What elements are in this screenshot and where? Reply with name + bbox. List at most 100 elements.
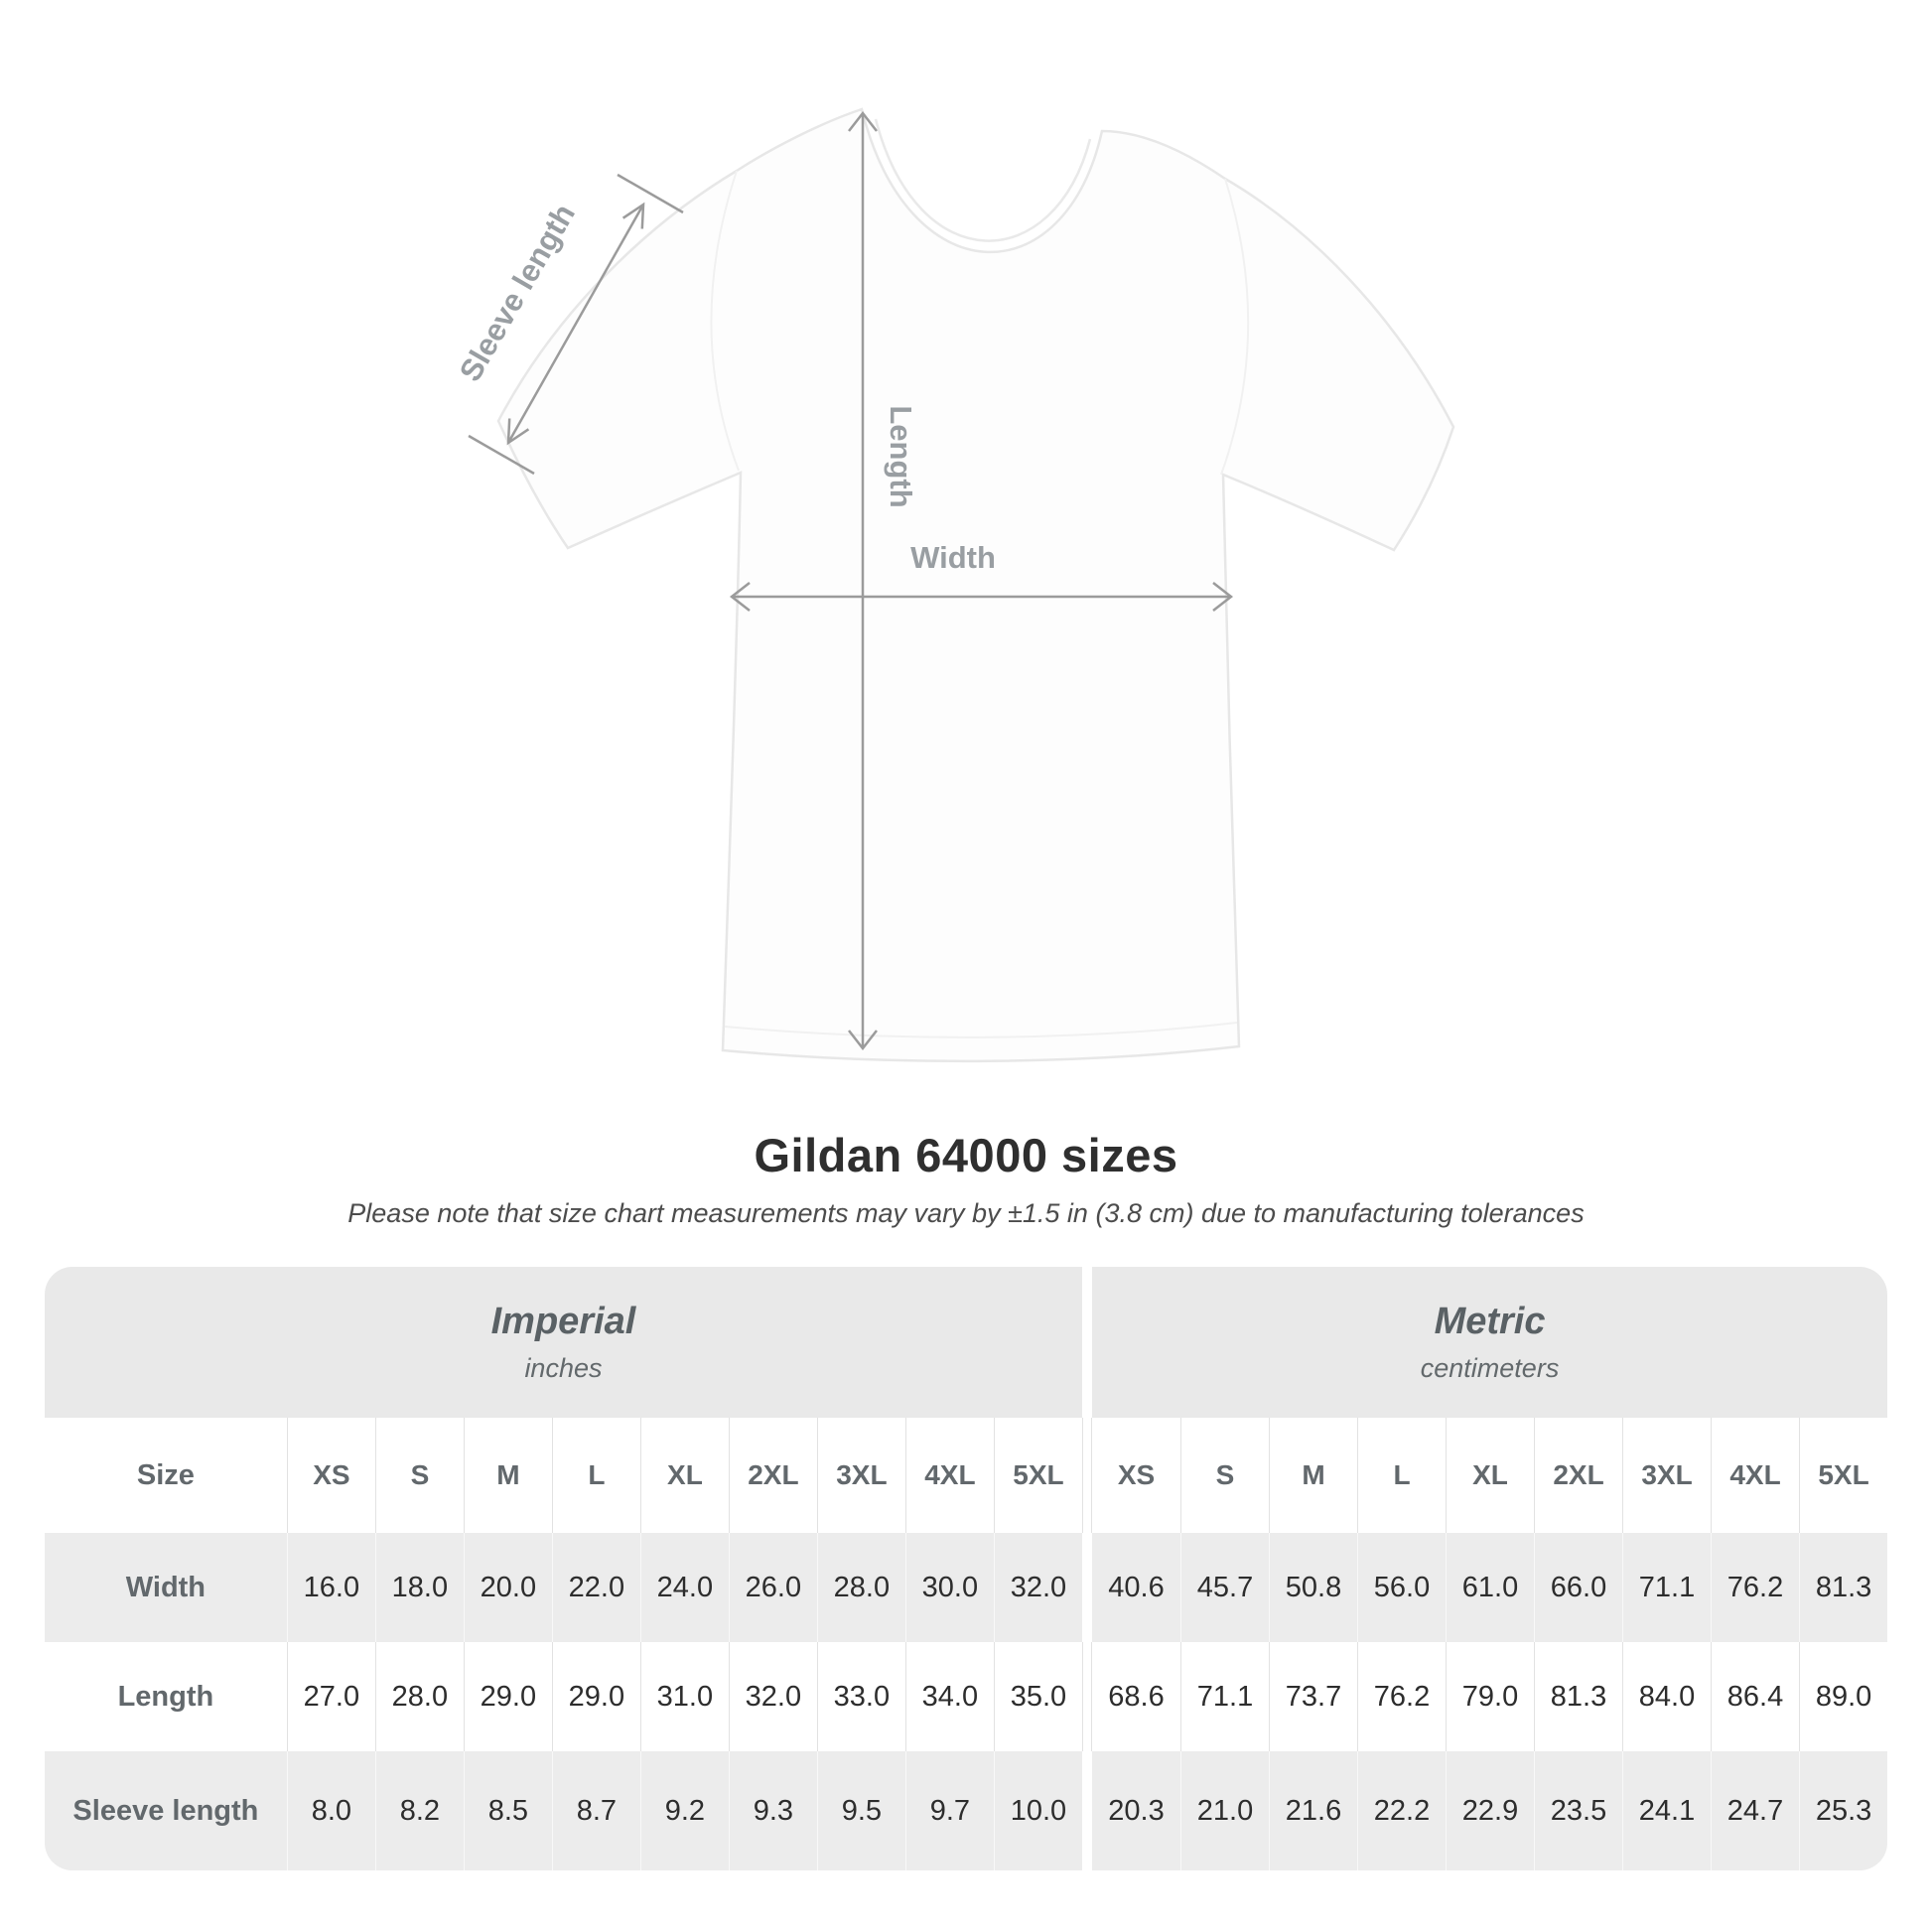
value-cell: 28.0: [816, 1533, 905, 1642]
unit-header-divider: [1082, 1267, 1093, 1418]
value-cell: 20.0: [463, 1533, 552, 1642]
value-cell: 8.7: [551, 1751, 640, 1870]
value-cell: 23.5: [1534, 1751, 1623, 1870]
value-cell: 22.9: [1446, 1751, 1535, 1870]
value-cell: 9.2: [639, 1751, 729, 1870]
table-row: Sleeve length 8.0 8.2 8.5 8.7 9.2 9.3 9.5 9.7 10.…: [44, 1751, 1888, 1870]
size-header-row: Size XS S M L XL 2XL 3XL 4XL 5XL XS S M L XL 2XL 3XL 4XL…: [44, 1418, 1888, 1533]
value-cell: 33.0: [816, 1642, 905, 1751]
unit-title-imperial: Imperial: [490, 1301, 636, 1342]
size-col-header: L: [551, 1418, 640, 1533]
size-col-header: 5XL: [993, 1418, 1083, 1533]
value-cell: 29.0: [551, 1642, 640, 1751]
value-cell: 45.7: [1180, 1533, 1270, 1642]
size-col-header: 2XL: [728, 1418, 817, 1533]
group-divider: [1082, 1418, 1093, 1533]
unit-header-row: Imperial inches Metric centimeters: [44, 1267, 1888, 1418]
size-col-header: XL: [1446, 1418, 1535, 1533]
value-cell: 81.3: [1799, 1533, 1888, 1642]
value-cell: 8.5: [463, 1751, 552, 1870]
size-col-header: M: [463, 1418, 552, 1533]
value-cell: 22.2: [1357, 1751, 1447, 1870]
value-cell: 89.0: [1799, 1642, 1887, 1751]
width-arrow: [729, 582, 1234, 612]
value-cell: 21.0: [1180, 1751, 1270, 1870]
size-col-header: S: [1180, 1418, 1270, 1533]
value-cell: 31.0: [639, 1642, 729, 1751]
value-cell: 16.0: [286, 1533, 375, 1642]
size-col-header: 2XL: [1534, 1418, 1623, 1533]
value-cell: 61.0: [1446, 1533, 1535, 1642]
size-col-header: L: [1357, 1418, 1447, 1533]
size-row-label: Size: [44, 1418, 287, 1533]
length-label: Length: [884, 405, 918, 507]
size-col-header: S: [374, 1418, 464, 1533]
tshirt-silhouette: [496, 107, 1455, 1063]
unit-header-metric: Metric centimeters: [1092, 1267, 1888, 1418]
size-col-header: 4XL: [1711, 1418, 1800, 1533]
value-cell: 40.6: [1092, 1533, 1181, 1642]
row-label: Width: [44, 1533, 287, 1642]
value-cell: 27.0: [286, 1642, 375, 1751]
value-cell: 9.7: [904, 1751, 994, 1870]
row-label: Length: [117, 1680, 214, 1713]
size-col-header: XS: [1092, 1418, 1181, 1533]
value-cell: 22.0: [551, 1533, 640, 1642]
value-cell: 34.0: [904, 1642, 994, 1751]
unit-header-imperial: Imperial inches: [44, 1267, 1083, 1418]
size-col-header: XS: [286, 1418, 375, 1533]
value-cell: 50.8: [1269, 1533, 1358, 1642]
value-cell: 84.0: [1622, 1642, 1711, 1751]
page-subtitle: Please note that size chart measurements…: [347, 1198, 1585, 1228]
value-cell: 26.0: [728, 1533, 817, 1642]
value-cell: 20.3: [1092, 1751, 1181, 1870]
value-cell: 9.3: [728, 1751, 817, 1870]
size-col-header: 3XL: [1622, 1418, 1712, 1533]
value-cell: 25.3: [1799, 1751, 1888, 1870]
unit-sub-metric: centimeters: [1420, 1353, 1560, 1383]
unit-sub-imperial: inches: [524, 1353, 603, 1383]
value-cell: 86.4: [1711, 1642, 1799, 1751]
sleeve-length-arrow: [468, 173, 684, 476]
value-cell: 24.1: [1622, 1751, 1712, 1870]
value-cell: 10.0: [993, 1751, 1083, 1870]
length-arrow: [848, 110, 878, 1051]
right-sleeve-seam: [1220, 178, 1250, 476]
value-cell: 32.0: [728, 1642, 817, 1751]
group-divider: [1082, 1751, 1093, 1870]
value-cell: 32.0: [993, 1533, 1083, 1642]
value-cell: 81.3: [1534, 1642, 1622, 1751]
value-cell: 8.2: [374, 1751, 464, 1870]
size-col-header: 4XL: [904, 1418, 994, 1533]
size-col-header: 5XL: [1799, 1418, 1888, 1533]
value-cell: 21.6: [1269, 1751, 1358, 1870]
value-cell: 56.0: [1357, 1533, 1447, 1642]
value-cell: 68.6: [1108, 1680, 1165, 1713]
collar-band: [874, 118, 1092, 242]
value-cell: 76.2: [1711, 1533, 1800, 1642]
value-cell: 24.7: [1711, 1751, 1800, 1870]
value-cell: 9.5: [816, 1751, 905, 1870]
tshirt-graphic: Sleeve length Length Width: [453, 107, 1455, 1063]
value-cell: 66.0: [1534, 1533, 1623, 1642]
row-label: Sleeve length: [44, 1751, 287, 1870]
size-table: Imperial inches Metric centimeters Size …: [44, 1267, 1888, 1870]
table-row: Length 27.0 28.0 29.0 29.0 31.0 32.0 33.0 34.0 35…: [45, 1642, 1887, 1751]
table-row: Width 16.0 18.0 20.0 22.0 24.0 26.0 28.0 30.0 32.…: [44, 1533, 1888, 1642]
value-cell: 76.2: [1357, 1642, 1446, 1751]
size-col-header: M: [1269, 1418, 1358, 1533]
value-cell: 18.0: [374, 1533, 464, 1642]
tshirt-diagram: Sleeve length Length Width: [453, 107, 1455, 1063]
unit-title-metric: Metric: [1434, 1301, 1546, 1342]
value-cell: 24.0: [639, 1533, 729, 1642]
value-cell: 35.0: [993, 1642, 1082, 1751]
group-divider: [1082, 1642, 1093, 1751]
size-col-header: 3XL: [816, 1418, 905, 1533]
value-cell: 8.0: [286, 1751, 375, 1870]
value-cell: 28.0: [374, 1642, 464, 1751]
left-sleeve-seam: [710, 170, 740, 472]
width-label: Width: [910, 540, 996, 575]
hem-seam: [724, 1022, 1238, 1038]
value-cell: 73.7: [1269, 1642, 1357, 1751]
